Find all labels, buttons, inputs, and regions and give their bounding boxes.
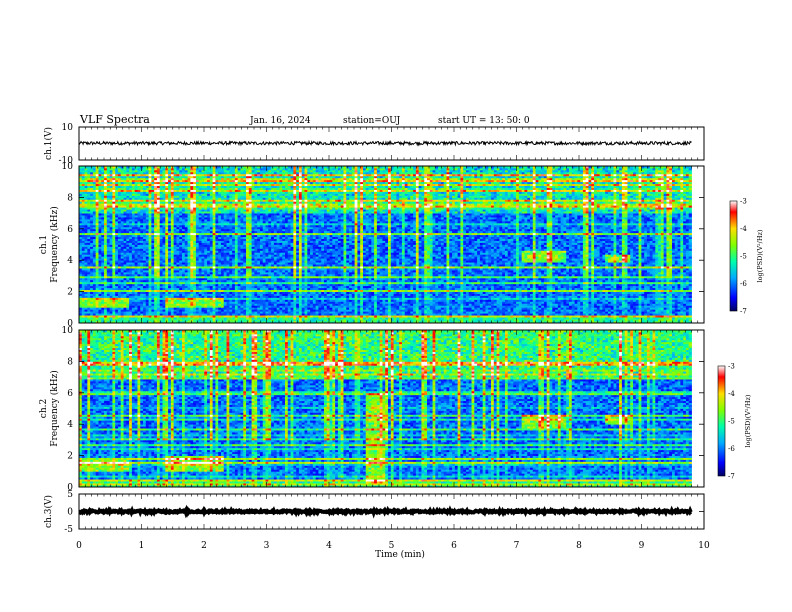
- y-tick-label: 8: [67, 193, 73, 203]
- ch1-colorbar-label: log(PSD)(V²/Hz): [756, 229, 764, 282]
- x-tick-label: 2: [201, 541, 207, 551]
- ch3-waveform-ylabel: ch.3(V): [43, 495, 54, 528]
- x-tick-label: 0: [76, 541, 82, 551]
- x-tick-label: 10: [698, 541, 710, 551]
- figure-date: Jan. 16, 2024: [249, 116, 311, 126]
- colorbar-tick-label: -3: [740, 198, 747, 206]
- ch1-waveform-ylabel: ch.1(V): [43, 127, 54, 160]
- ch2-spectrogram-image: [79, 330, 692, 487]
- colorbar-tick-label: -6: [728, 445, 735, 453]
- ch1-spectrogram-image: [79, 166, 692, 323]
- x-tick-label: 6: [451, 541, 457, 551]
- y-tick-label: 10: [62, 123, 74, 133]
- x-tick-label: 7: [514, 541, 520, 551]
- ch2-colorbar: -3 -4 -5 -6 -7 log(PSD)(V²/Hz): [718, 363, 752, 481]
- y-tick-label: 6: [67, 225, 73, 235]
- y-tick-label: 0: [67, 508, 73, 518]
- colorbar-tick-label: -6: [740, 280, 747, 288]
- x-tick-label: 8: [576, 541, 582, 551]
- ch1-colorbar: -3 -4 -5 -6 -7 log(PSD)(V²/Hz): [730, 198, 764, 316]
- y-tick-label: -5: [64, 525, 73, 535]
- figure-title: VLF Spectra: [79, 113, 150, 126]
- colorbar-tick-label: -3: [728, 363, 735, 371]
- colorbar-tick-label: -7: [740, 308, 747, 316]
- y-tick-label: 10: [62, 326, 74, 336]
- ch1-waveform-panel: 10-10 ch.1(V): [43, 123, 704, 166]
- ch2-spectrogram-ylabel-line1: ch.2: [39, 399, 49, 418]
- figure-start-time: start UT = 13: 50: 0: [438, 116, 530, 126]
- ch2-colorbar-label: log(PSD)(V²/Hz): [744, 394, 752, 447]
- time-x-axis: 0 1 2 3 4 5 6 7 8 9 10 Time (min): [76, 541, 710, 560]
- ch1-spectrogram-ylabel-line2: Frequency (kHz): [49, 206, 60, 283]
- colorbar-tick-label: -5: [740, 253, 747, 261]
- y-tick-label: 6: [67, 389, 73, 399]
- x-tick-label: 1: [139, 541, 145, 551]
- colorbar-tick-label: -7: [728, 473, 735, 481]
- x-tick-label: 9: [639, 541, 645, 551]
- time-x-axis-label: Time (min): [375, 549, 425, 560]
- ch2-colorbar-ticks: -3 -4 -5 -6 -7: [728, 363, 735, 481]
- colorbar-tick-label: -4: [728, 390, 735, 398]
- figure-station: station=OUJ: [343, 116, 401, 126]
- ch3-waveform-panel: 5 0 -5 ch.3(V): [43, 490, 704, 535]
- ch1-waveform-trace: [79, 142, 692, 145]
- y-tick-label: 4: [67, 420, 73, 430]
- ch3-waveform-trace: [79, 510, 692, 512]
- x-tick-label: 3: [264, 541, 270, 551]
- colorbar-tick-label: -4: [740, 225, 747, 233]
- ch1-spectrogram-ylabel-line1: ch.1: [39, 235, 49, 254]
- x-tick-label: 4: [326, 541, 332, 551]
- y-tick-label: 2: [67, 452, 73, 462]
- y-tick-label: 8: [67, 357, 73, 367]
- y-tick-label: 4: [67, 256, 73, 266]
- y-tick-label: 5: [67, 490, 73, 500]
- ch2-spectrogram-ylabel-line2: Frequency (kHz): [49, 370, 60, 447]
- y-tick-label: 10: [62, 162, 74, 172]
- y-tick-label: 2: [67, 288, 73, 298]
- colorbar-tick-label: -5: [728, 418, 735, 426]
- ch1-colorbar-ticks: -3 -4 -5 -6 -7: [740, 198, 747, 316]
